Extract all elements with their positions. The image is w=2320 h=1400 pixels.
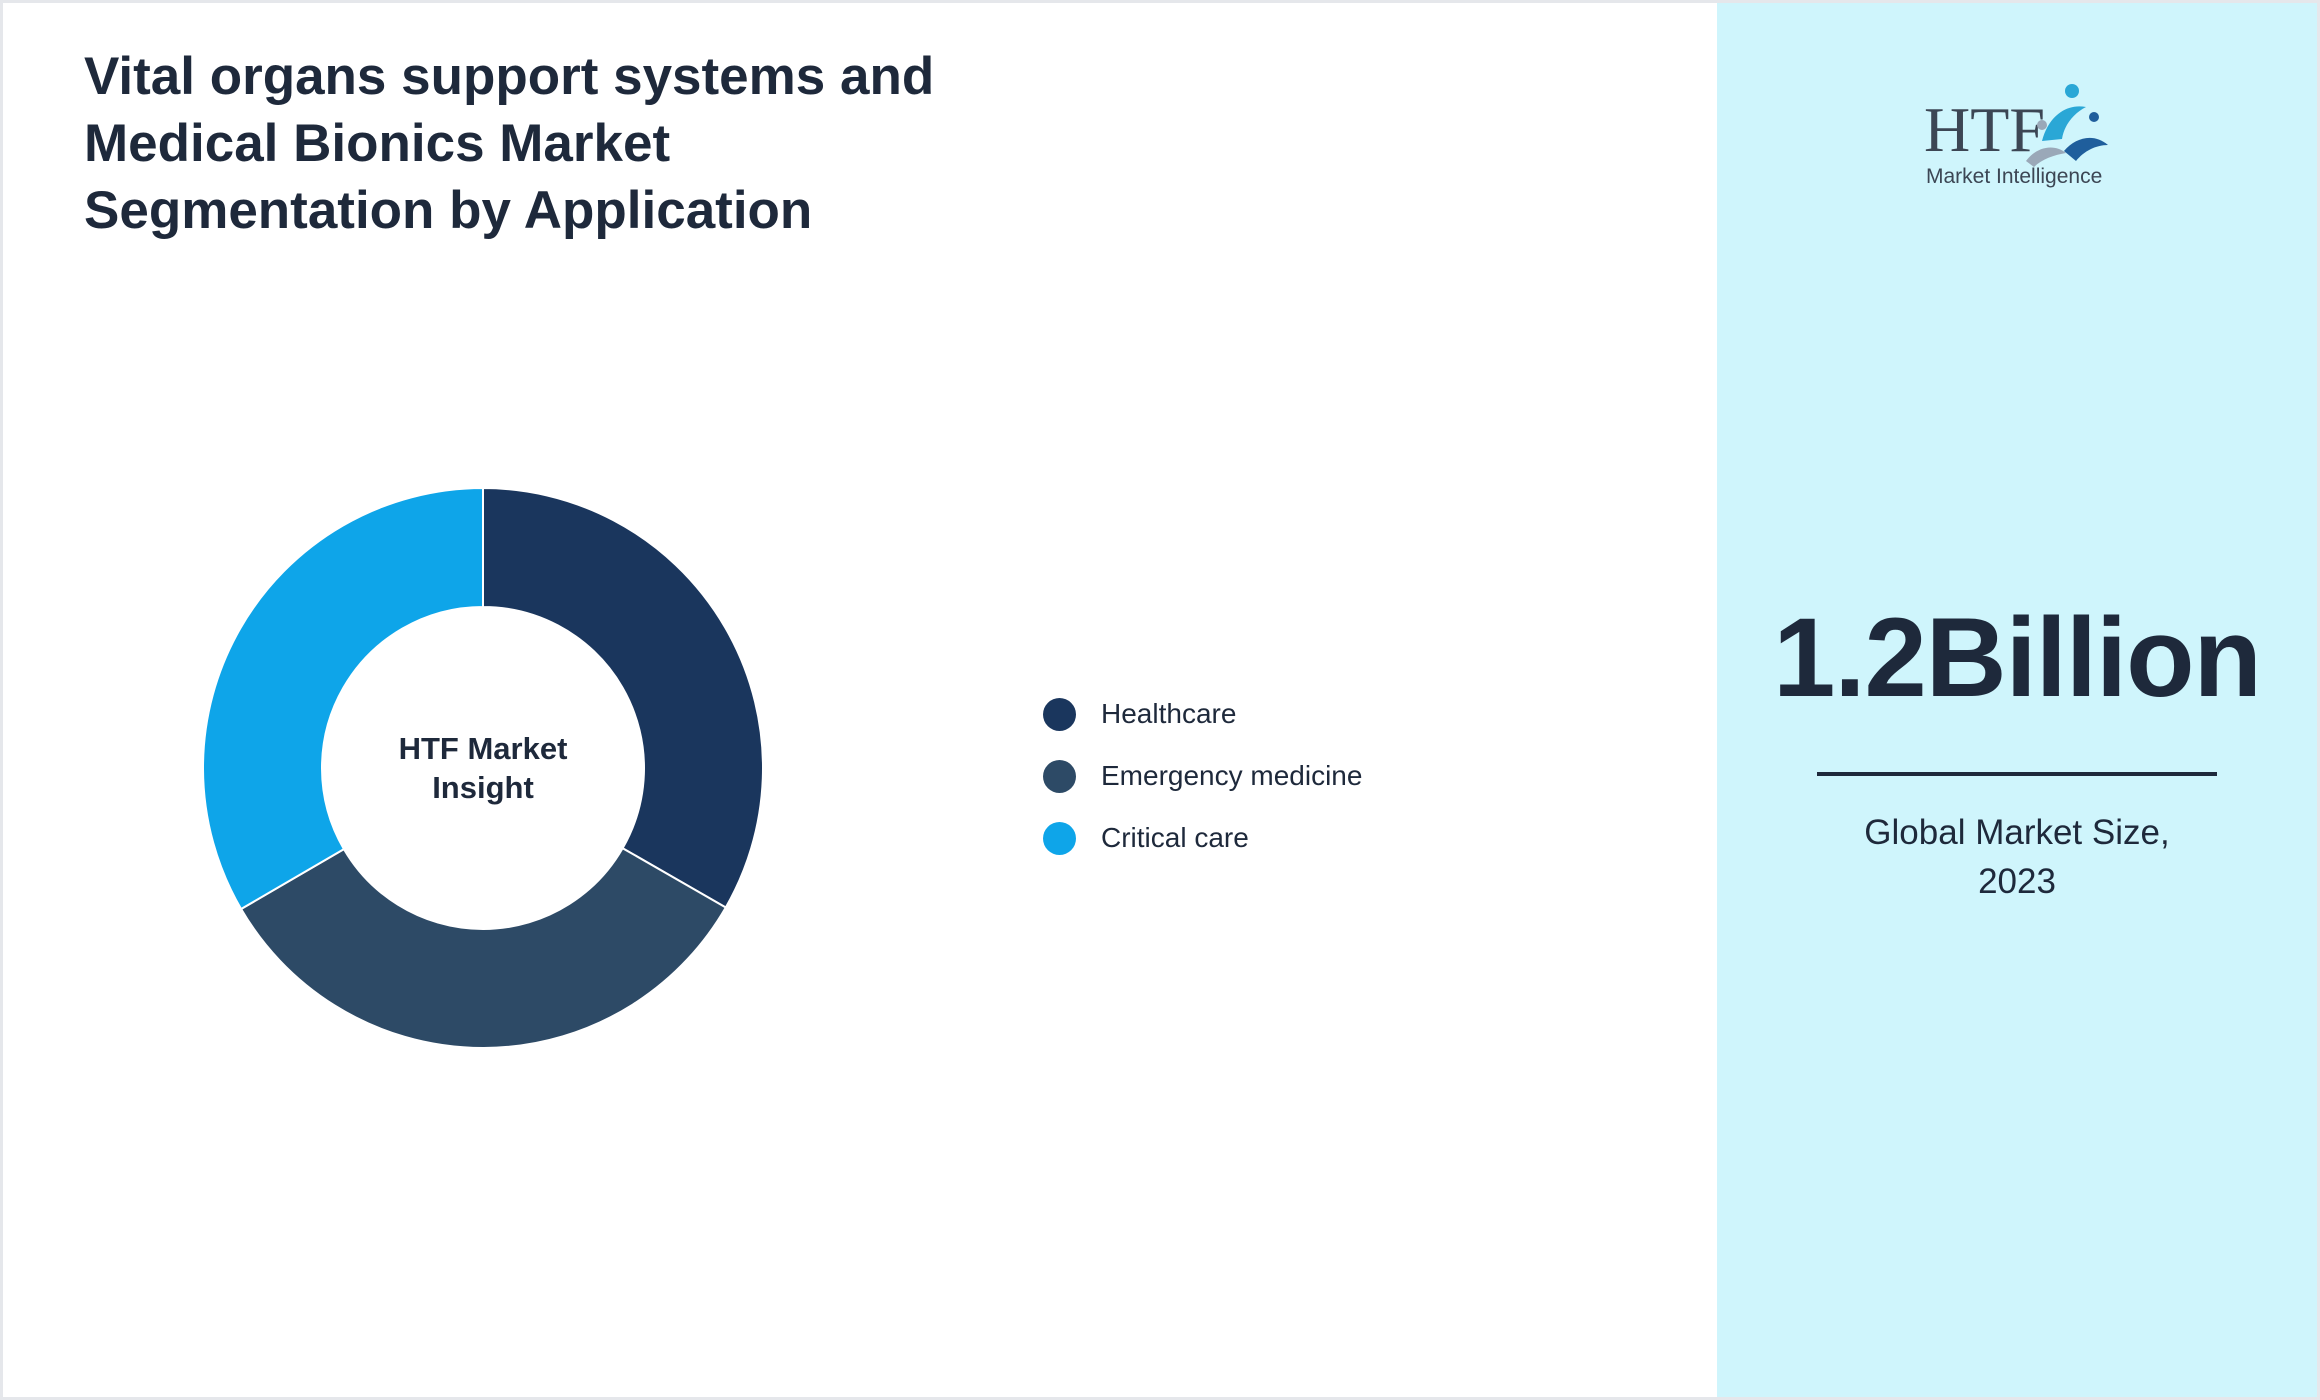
caption-line: Global Market Size, [1864,813,2170,852]
main-panel: Vital organs support systems and Medical… [3,3,1717,1397]
market-size-value: 1.2Billion [1773,595,2262,720]
title-line: Vital organs support systems and [84,47,935,106]
legend-label: Critical care [1101,822,1249,853]
donut-chart: HTF Market Insight [202,486,764,1049]
donut-slice [482,486,764,909]
chart-title: Vital organs support systems and Medical… [84,43,1044,244]
legend-swatch [1043,697,1076,731]
market-size-caption: Global Market Size, 2023 [1717,808,2317,906]
title-line: Segmentation by Application [84,181,813,240]
divider-line [1817,772,2217,776]
legend-item: Healthcare [1043,683,1603,745]
logo-figures-icon [2026,84,2108,167]
legend-label: Emergency medicine [1101,760,1363,791]
legend-swatch [1043,759,1076,793]
side-panel: HTF Market Intelligence 1.2Billion Globa… [1717,3,2317,1397]
title-line: Medical Bionics Market [84,114,671,173]
donut-slice [239,846,728,1049]
legend-item: Critical care [1043,807,1603,869]
caption-line: 2023 [1978,862,2056,901]
chart-legend: Healthcare Emergency medicine Critical car… [1043,683,1603,869]
legend-item: Emergency medicine [1043,745,1603,807]
center-label-line: HTF Market [399,731,568,766]
donut-slices [202,486,764,1049]
htf-logo: HTF Market Intelligence [1924,84,2108,188]
logo-wordmark: HTF [1924,94,2045,165]
legend-label: Healthcare [1101,698,1237,729]
logo-subtitle: Market Intelligence [1926,165,2102,188]
legend-swatch [1043,821,1076,855]
center-label-line: Insight [432,770,534,805]
donut-slice [202,486,484,911]
